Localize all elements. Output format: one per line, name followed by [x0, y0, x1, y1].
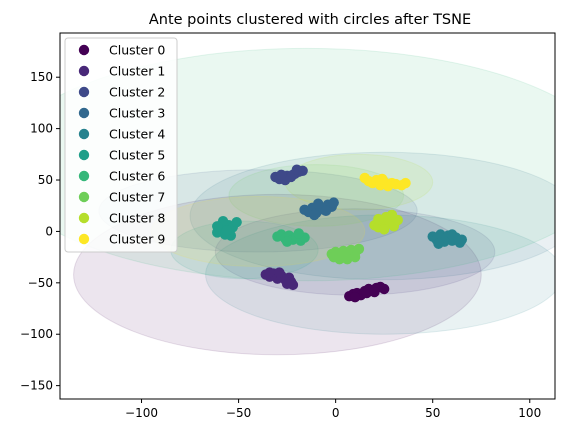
legend-box [64, 37, 178, 253]
cluster-6-circle [60, 47, 555, 282]
legend-marker [78, 44, 90, 56]
legend: Cluster 0 Cluster 1 Cluster 2 Cluster 3 Clus… [64, 37, 178, 253]
cluster-8-point [386, 209, 398, 221]
plot-frame [59, 32, 556, 400]
y-tick-label: 150 [30, 70, 53, 84]
cluster-2-point [276, 169, 287, 181]
cluster-7-point [349, 251, 361, 263]
legend-label: Cluster 6 [109, 169, 165, 184]
cluster-1-point [287, 279, 299, 291]
cluster-7-point [328, 251, 339, 263]
cluster-3-circle [189, 151, 555, 281]
legend-marker [78, 170, 90, 182]
cluster-1-point [274, 267, 285, 278]
legend-label: Cluster 1 [109, 64, 165, 79]
legend-label: Cluster 2 [109, 85, 165, 100]
cluster-2-point [291, 164, 303, 175]
plot-clip [60, 47, 555, 356]
legend-marker [78, 65, 90, 77]
legend-label: Cluster 9 [109, 232, 165, 247]
cluster-1-point [264, 267, 275, 278]
legend-marker [78, 107, 90, 119]
cluster-4-point [456, 234, 468, 245]
legend-marker [78, 191, 90, 203]
cluster-8-point [373, 213, 384, 225]
cluster-6-point [281, 236, 293, 247]
cluster-9-point [400, 177, 411, 189]
y-tick-label: −50 [28, 276, 53, 290]
cluster-9-point [377, 173, 388, 185]
legend-marker [78, 128, 90, 140]
cluster-3-point [312, 198, 324, 209]
legend-label: Cluster 7 [109, 190, 165, 205]
cluster-5-point [231, 216, 242, 228]
cluster-3-point [309, 209, 320, 221]
cluster-0-point [369, 286, 380, 298]
cluster-8-point [378, 224, 390, 235]
x-tick-label: 0 [332, 406, 340, 420]
cluster-6-point [293, 228, 304, 239]
chart-title: Ante points clustered with circles after… [149, 12, 471, 28]
y-tick-label: 0 [45, 224, 53, 238]
legend-marker [78, 233, 90, 245]
legend-label: Cluster 0 [109, 43, 165, 58]
cluster-4-point [433, 238, 444, 249]
cluster-7-point [353, 243, 365, 255]
x-tick-label: 50 [425, 406, 440, 420]
legend-marker [78, 149, 90, 161]
legend-label: Cluster 4 [109, 127, 165, 142]
plot-area: −100 −50 0 50 100 −150 −100 −50 0 50 100 150 [20, 32, 556, 420]
x-tick-label: −50 [226, 406, 251, 420]
y-tick-label: 100 [30, 122, 53, 136]
cluster-5-point [212, 221, 223, 232]
cluster-4-point [446, 229, 458, 240]
legend-label: Cluster 3 [109, 106, 165, 121]
x-tick-label: 100 [518, 406, 541, 420]
legend-marker [78, 86, 90, 98]
legend-label: Cluster 8 [109, 211, 165, 226]
cluster-0-point [378, 283, 390, 295]
cluster-0-point [361, 287, 372, 299]
y-tick-label: 50 [38, 173, 53, 187]
y-tick-label: −100 [20, 327, 53, 341]
cluster-3-point [328, 197, 339, 208]
cluster-3-point [320, 205, 332, 217]
legend-label: Cluster 5 [109, 148, 165, 163]
y-tick-label: −150 [20, 379, 53, 393]
x-tick-label: −100 [125, 406, 158, 420]
legend-marker [78, 212, 90, 224]
cluster-5-point [221, 225, 233, 236]
cluster-0-point [349, 292, 361, 303]
